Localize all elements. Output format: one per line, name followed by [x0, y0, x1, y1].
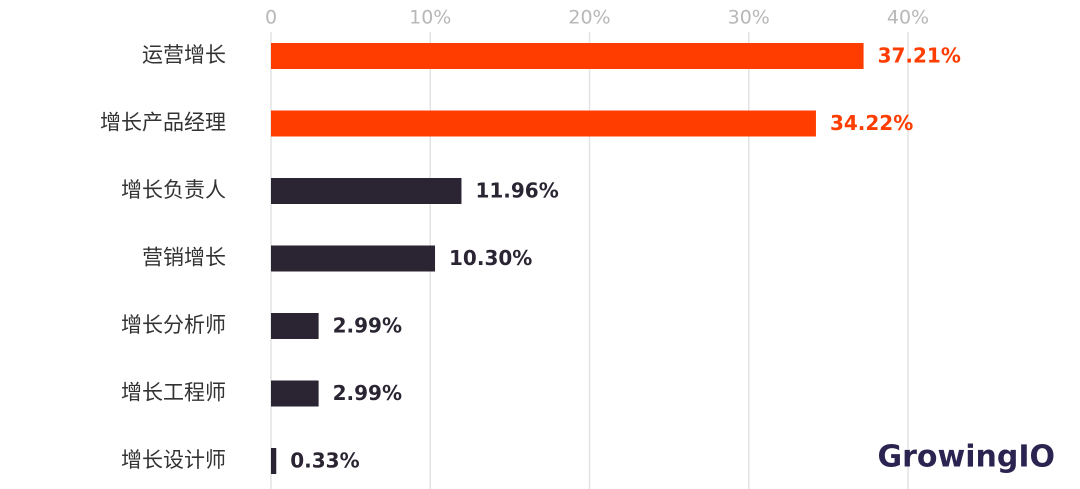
x-tick-label: 10%: [409, 7, 451, 29]
bar: [271, 380, 319, 407]
value-label: 2.99%: [333, 314, 402, 338]
watermark: GrowingIO: [877, 440, 1055, 475]
y-tick-label: 增长设计师: [121, 448, 226, 472]
value-label: 2.99%: [333, 381, 402, 405]
x-tick-label: 0: [265, 7, 277, 29]
value-label: 10.30%: [449, 246, 532, 270]
y-tick-label: 增长负责人: [121, 178, 226, 202]
x-tick-label: 40%: [887, 7, 929, 29]
bar: [271, 245, 436, 272]
bar: [271, 43, 864, 69]
y-tick-label: 增长产品经理: [100, 111, 226, 135]
value-label: 11.96%: [475, 179, 558, 203]
bar: [271, 448, 277, 474]
bar: [271, 178, 462, 204]
value-label: 34.22%: [830, 111, 913, 135]
y-tick-label: 营销增长: [142, 246, 226, 270]
y-tick-label: 运营增长: [142, 43, 226, 67]
y-tick-label: 增长分析师: [121, 313, 226, 337]
y-tick-label: 增长工程师: [121, 381, 226, 405]
value-label: 37.21%: [878, 44, 961, 68]
bar: [271, 313, 319, 339]
x-tick-label: 30%: [728, 7, 770, 29]
x-tick-label: 20%: [568, 7, 610, 29]
value-label: 0.33%: [290, 449, 359, 473]
bar: [271, 110, 816, 137]
